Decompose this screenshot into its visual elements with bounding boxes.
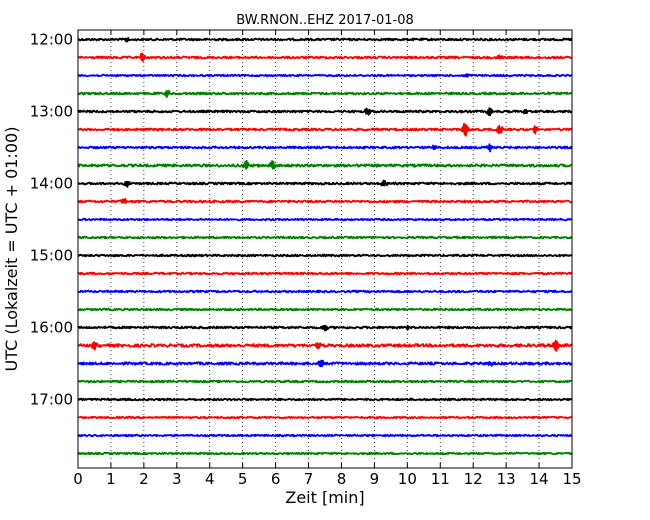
x-tick-label: 5 [238, 470, 248, 488]
seismogram-trace [77, 451, 573, 456]
y-tick-label: 12:00 [30, 31, 73, 49]
seismogram-trace [77, 324, 573, 332]
seismogram-trace [77, 339, 573, 352]
x-tick-label: 12 [464, 470, 483, 488]
x-tick-labels: 0 1 2 3 4 5 6 7 8 9 10 11 12 13 14 15 [73, 470, 581, 488]
seismogram-trace [77, 107, 573, 117]
seismogram-trace [77, 217, 573, 222]
grid-lines [110, 30, 540, 468]
y-tick-label: 17:00 [30, 391, 73, 409]
seismogram-trace [77, 179, 573, 188]
seismogram-trace [77, 52, 573, 62]
plot-frame [77, 29, 573, 469]
x-tick-label: 7 [304, 470, 314, 488]
seismogram-trace [77, 433, 573, 438]
x-tick-label: 13 [497, 470, 516, 488]
seismogram-trace [77, 397, 573, 402]
seismogram-trace [77, 271, 573, 276]
seismogram-traces [77, 36, 573, 456]
y-tick-labels: 12:00 13:00 14:00 15:00 16:00 17:00 [30, 31, 73, 409]
seismogram-trace [77, 122, 573, 137]
x-tick-label: 3 [172, 470, 182, 488]
x-tick-label: 10 [398, 470, 417, 488]
x-tick-label: 2 [139, 470, 149, 488]
seismogram-trace [77, 359, 573, 368]
y-tick-label: 15:00 [30, 247, 73, 265]
seismogram-trace [77, 307, 573, 312]
y-tick-label: 13:00 [30, 103, 73, 121]
chart-title: BW.RNON..EHZ 2017-01-08 [236, 13, 414, 28]
seismogram-trace [77, 143, 573, 153]
seismogram-trace [77, 253, 573, 258]
seismogram-trace [77, 159, 573, 170]
x-tick-label: 1 [106, 470, 116, 488]
axis-ticks [77, 30, 573, 468]
x-tick-label: 9 [370, 470, 380, 488]
x-tick-label: 6 [271, 470, 281, 488]
seismogram-trace [77, 36, 573, 43]
seismogram-trace [77, 90, 573, 98]
seismogram-trace [77, 289, 573, 294]
y-axis-label: UTC (Lokalzeit = UTC + 01:00) [2, 127, 21, 372]
x-tick-label: 11 [431, 470, 450, 488]
seismogram-trace [77, 197, 573, 204]
y-tick-label: 14:00 [30, 175, 73, 193]
seismogram-trace [77, 235, 573, 240]
y-tick-label: 16:00 [30, 319, 73, 337]
x-axis-label: Zeit [min] [285, 488, 364, 507]
x-tick-label: 0 [73, 470, 83, 488]
x-tick-label: 8 [337, 470, 347, 488]
x-tick-label: 4 [205, 470, 215, 488]
seismogram-trace [77, 73, 573, 78]
x-tick-label: 15 [562, 470, 581, 488]
seismogram-trace [77, 379, 573, 384]
seismogram-trace [77, 415, 573, 420]
x-tick-label: 14 [530, 470, 549, 488]
